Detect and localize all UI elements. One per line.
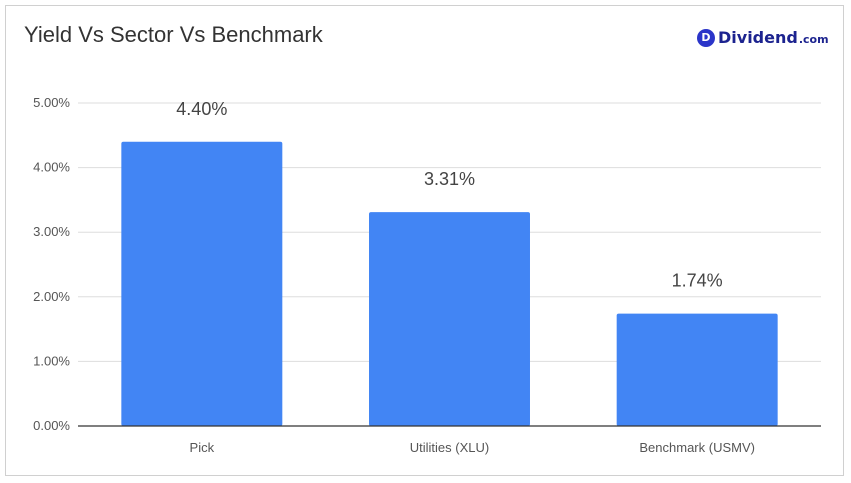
y-tick-label: 1.00%: [33, 353, 70, 368]
x-tick-label: Pick: [190, 440, 215, 455]
y-tick-label: 2.00%: [33, 289, 70, 304]
bar: [121, 141, 283, 426]
y-tick-label: 4.00%: [33, 160, 70, 175]
brand-logo: D Dividend .com: [697, 28, 829, 47]
data-label: 3.31%: [424, 169, 475, 189]
bar: [369, 212, 530, 426]
dividend-logo-icon: D: [697, 28, 715, 47]
chart-title: Yield Vs Sector Vs Benchmark: [24, 22, 323, 47]
y-tick-label: 5.00%: [33, 95, 70, 110]
x-tick-label: Benchmark (USMV): [639, 440, 755, 455]
y-tick-label: 0.00%: [33, 418, 70, 433]
y-tick-label: 3.00%: [33, 224, 70, 239]
brand-name: Dividend: [718, 28, 798, 47]
data-label: 1.74%: [672, 271, 723, 291]
bar: [616, 313, 778, 426]
data-label: 4.40%: [176, 99, 227, 119]
brand-tld: .com: [798, 33, 829, 46]
x-tick-label: Utilities (XLU): [410, 440, 489, 455]
